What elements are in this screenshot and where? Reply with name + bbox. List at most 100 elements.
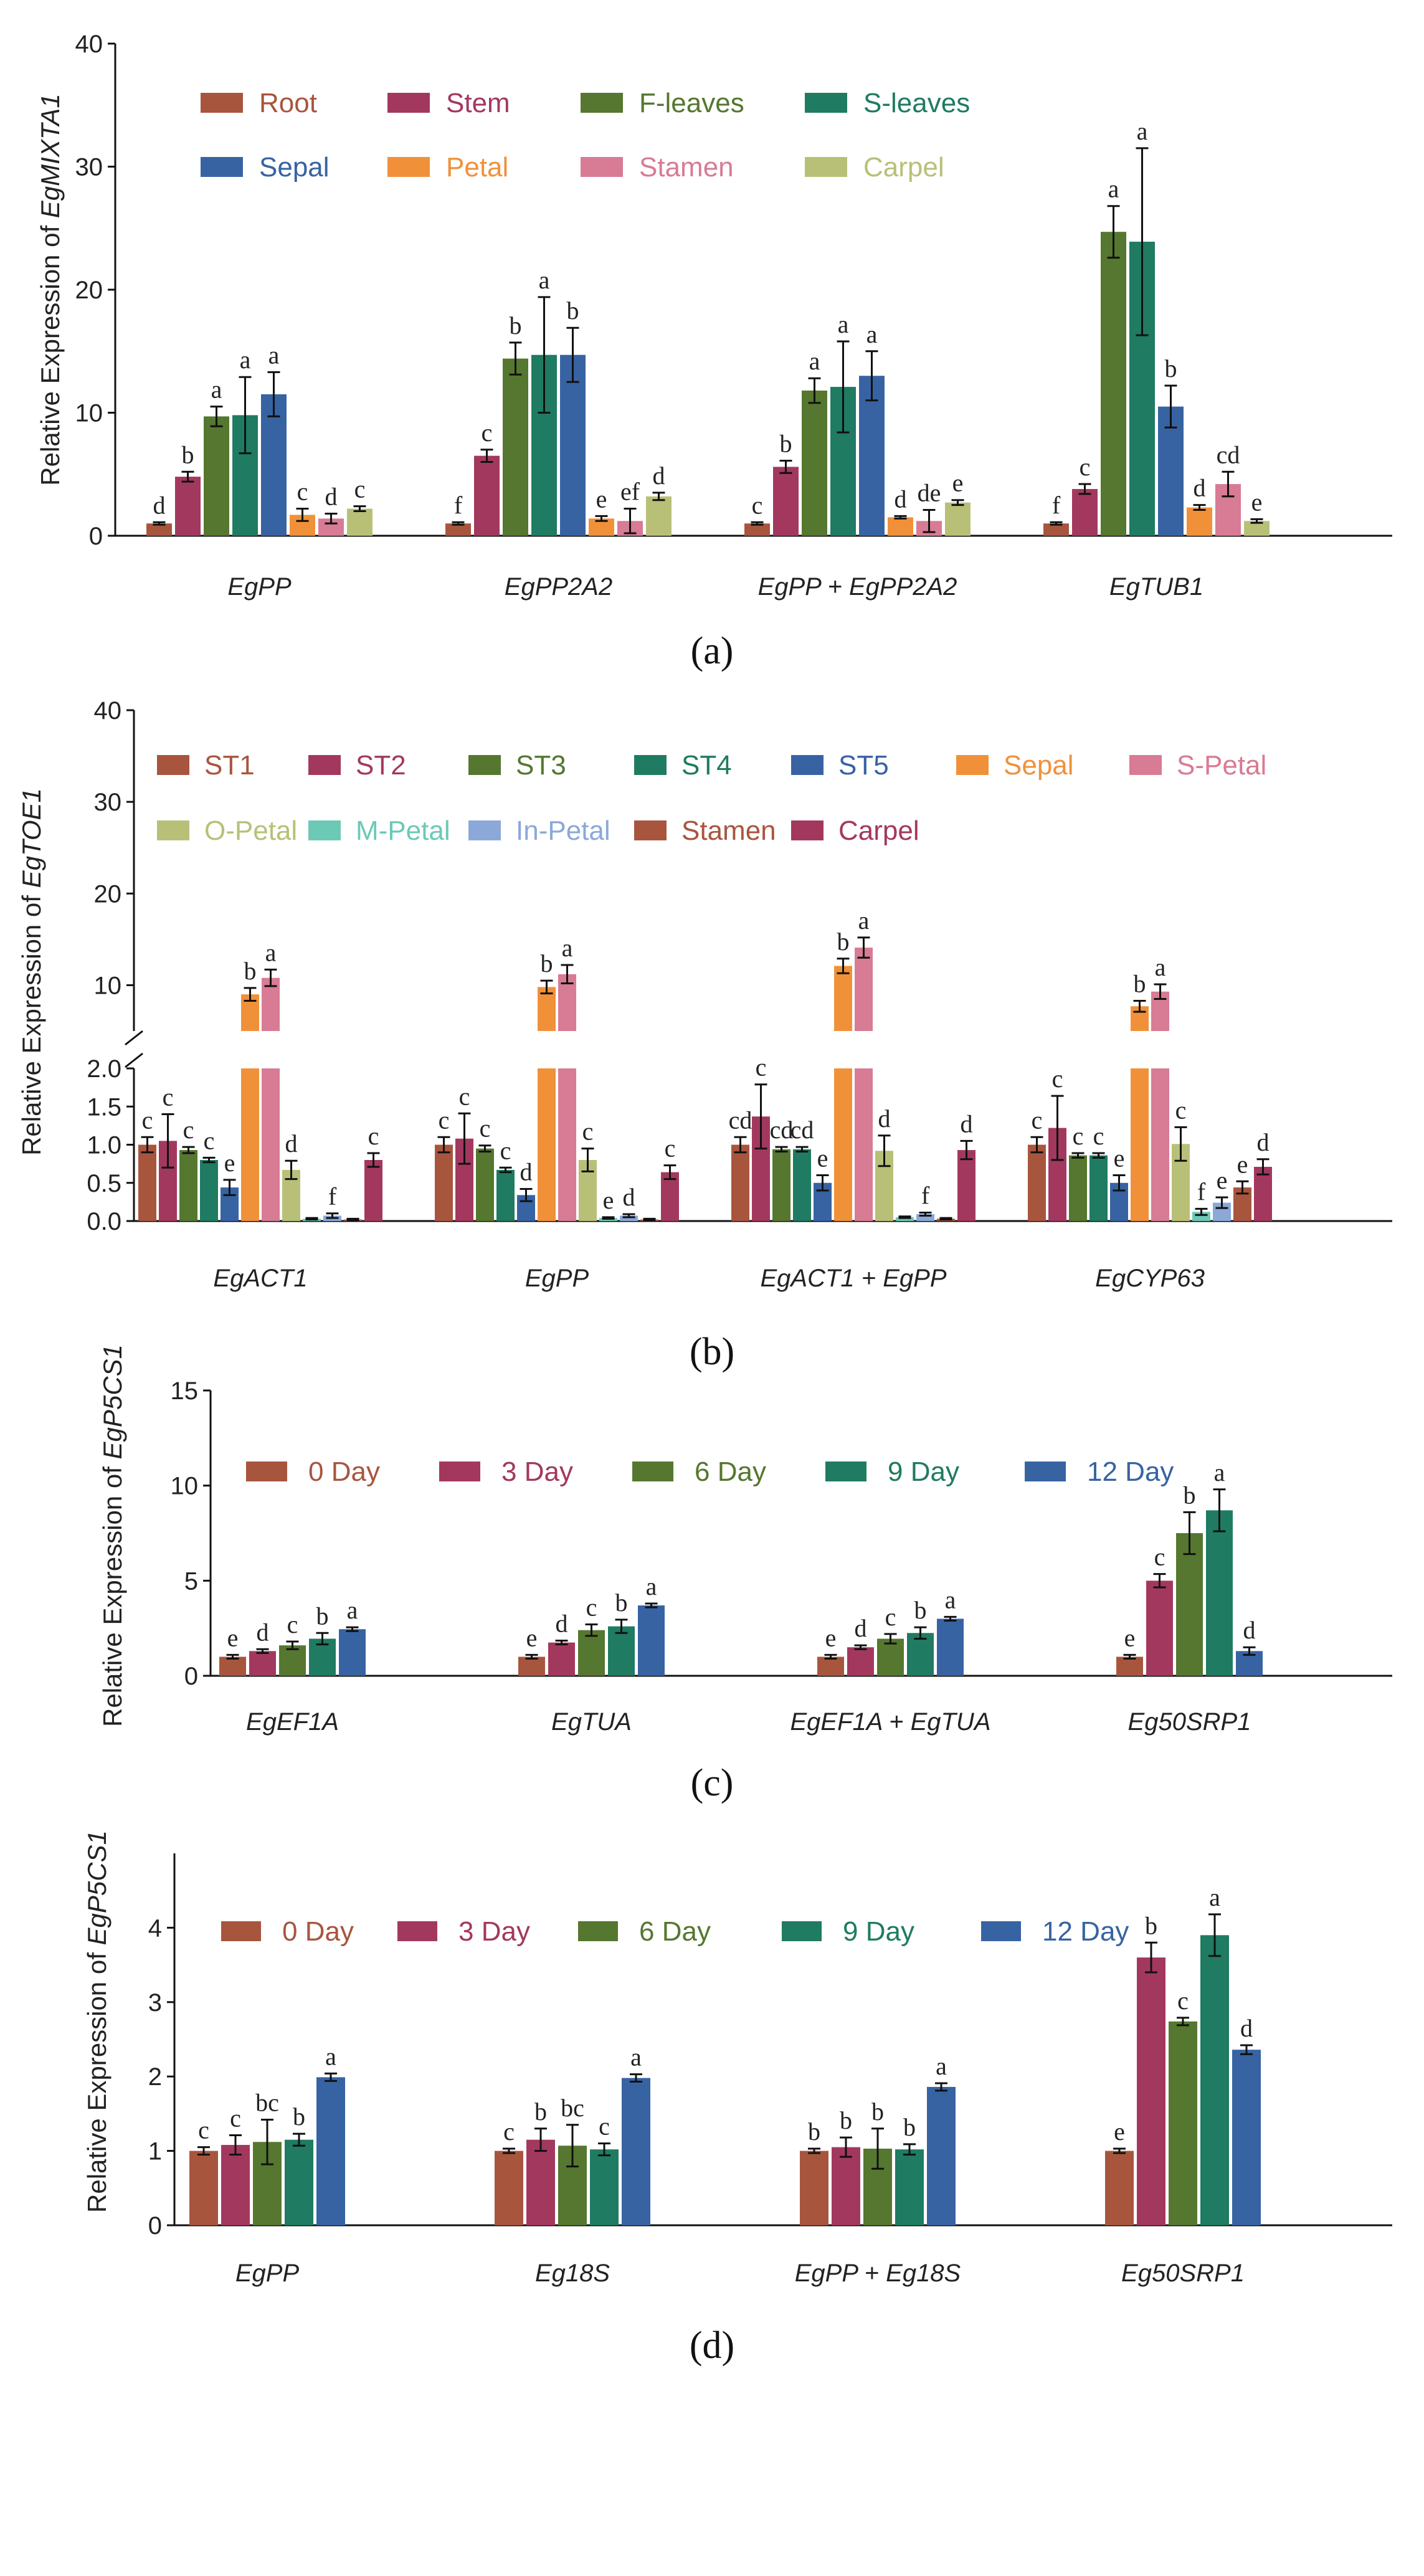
significance-letter: d [895, 485, 907, 513]
significance-letter: d [1257, 1128, 1270, 1156]
bar [1244, 521, 1270, 536]
legend-label: 12 Day [1087, 1457, 1174, 1487]
legend-label: Root [259, 88, 317, 118]
significance-letter: d [325, 482, 338, 510]
legend-label: Carpel [863, 152, 944, 183]
significance-letter: c [204, 1126, 215, 1154]
bar [620, 1215, 638, 1221]
significance-letter: c [500, 1136, 511, 1164]
bar [347, 508, 373, 536]
chart-panel-b: 0.0 0.5 1.0 1.5 2.0 10 20 30 40 Relative Expressi… [17, 697, 1392, 1373]
bar [1187, 507, 1212, 536]
significance-letter: b [510, 311, 522, 340]
bar [261, 394, 287, 536]
x-category-label: Eg50SRP1 [1121, 2260, 1245, 2287]
x-category-label: Eg50SRP1 [1128, 1708, 1251, 1736]
bar [1105, 2151, 1134, 2225]
bar [731, 1144, 749, 1221]
significance-letter: a [1214, 1458, 1225, 1486]
bar [590, 2149, 619, 2225]
legend-label: ST4 [681, 750, 732, 781]
significance-letter: c [482, 419, 493, 447]
bar [1069, 1155, 1087, 1221]
y-tick-label: 0 [89, 523, 103, 550]
significance-letter: e [1237, 1150, 1248, 1178]
y-axis-label: Relative Expression of EgMIXTA1 [36, 93, 65, 486]
significance-letter: f [1197, 1177, 1206, 1205]
significance-letter: de [918, 479, 941, 507]
significance-letter: c [1175, 1096, 1187, 1124]
y-tick-label: 2.0 [87, 1055, 121, 1083]
y-tick-label: 10 [75, 400, 103, 427]
significance-letter: d [153, 491, 166, 519]
legend-swatch [581, 93, 623, 113]
legend-swatch [221, 1921, 261, 1941]
bar [279, 1645, 306, 1676]
legend-swatch [387, 93, 430, 113]
significance-letter: e [1217, 1166, 1228, 1194]
legend-swatch [308, 820, 341, 840]
legend-label: 0 Day [308, 1457, 380, 1487]
legend-label: Stem [446, 88, 510, 118]
axis-break-mark [125, 1052, 143, 1068]
significance-letter: a [838, 310, 849, 338]
legend-swatch [782, 1921, 822, 1941]
significance-letter: c [163, 1083, 174, 1111]
significance-letter: c [230, 2104, 241, 2132]
significance-letter: a [866, 320, 878, 348]
y-tick-label: 30 [94, 789, 122, 816]
bar [146, 523, 172, 536]
legend-swatch [1129, 755, 1162, 775]
significance-letter: e [825, 1623, 837, 1652]
significance-letter: e [1114, 1144, 1125, 1172]
legend-swatch [825, 1461, 866, 1481]
significance-letter: d [556, 1610, 568, 1638]
y-axis-label-prefix: Relative Expression of [17, 888, 46, 1156]
significance-letter: a [936, 2052, 947, 2080]
caption-d: (d) [690, 2324, 734, 2367]
bar [957, 1150, 975, 1221]
y-tick-label: 15 [171, 1377, 199, 1405]
significance-letter: c [439, 1106, 450, 1134]
significance-letter: a [539, 266, 550, 294]
bar [800, 2151, 828, 2225]
significance-letter: c [183, 1116, 194, 1144]
bar [495, 2151, 523, 2225]
significance-letter: c [198, 2116, 209, 2144]
x-category-label: EgPP + EgPP2A2 [758, 573, 957, 601]
bar [1146, 1580, 1173, 1676]
bar [175, 477, 201, 536]
x-category-label: Eg18S [535, 2260, 610, 2287]
bar [1232, 2050, 1261, 2225]
significance-letter: c [1073, 1122, 1084, 1150]
significance-letter: a [562, 934, 573, 962]
significance-letter: d [1194, 474, 1206, 502]
bar [503, 358, 528, 536]
bar [661, 1172, 679, 1221]
significance-letter: c [297, 478, 308, 506]
bar [608, 1626, 635, 1676]
bar [877, 1638, 904, 1676]
bar [834, 1068, 852, 1221]
y-tick-label: 10 [171, 1473, 199, 1500]
bar [526, 2139, 555, 2225]
y-tick-label: 0.0 [87, 1208, 121, 1235]
bar [1072, 488, 1098, 536]
significance-letter: c [1052, 1065, 1063, 1093]
x-category-label: EgTUA [551, 1708, 632, 1736]
y-tick-label: 5 [184, 1567, 198, 1595]
significance-letter: a [325, 2042, 336, 2070]
significance-letter: cd [770, 1116, 794, 1144]
bar [802, 390, 827, 536]
legend-swatch [956, 755, 989, 775]
significance-letter: e [1251, 488, 1263, 516]
caption-b: (b) [690, 1331, 734, 1373]
bar [518, 1656, 545, 1676]
significance-letter: d [257, 1618, 269, 1646]
x-category-label: EgACT1 [213, 1265, 307, 1292]
significance-letter: c [459, 1082, 470, 1110]
y-tick-label: 2 [148, 2063, 162, 2091]
